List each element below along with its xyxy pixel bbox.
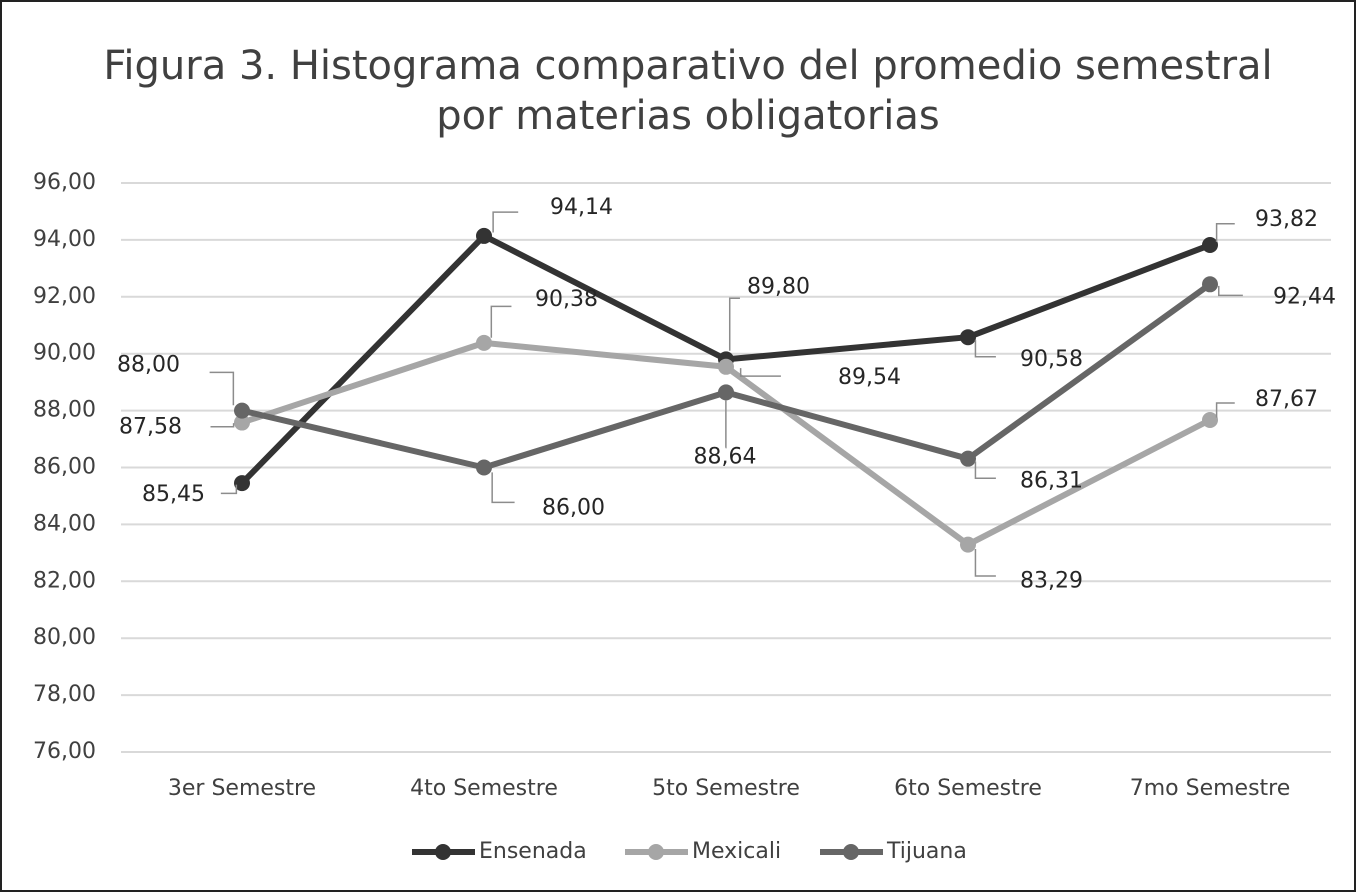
leader-line <box>728 297 740 351</box>
chart-title: Figura 3. Histograma comparativo del pro… <box>103 43 1272 89</box>
point-marker <box>718 384 734 401</box>
x-tick-label: 5to Semestre <box>652 776 800 801</box>
y-tick-label: 80,00 <box>33 625 96 650</box>
leader-line <box>739 368 781 377</box>
point-marker <box>718 358 734 375</box>
legend-label: Mexicali <box>692 839 781 864</box>
chart-title: por materias obligatorias <box>436 93 939 139</box>
data-label: 88,64 <box>694 444 757 469</box>
point-marker <box>476 459 492 476</box>
data-label: 93,82 <box>1255 207 1318 232</box>
x-tick-label: 7mo Semestre <box>1130 776 1291 801</box>
legend-marker <box>435 844 451 860</box>
data-label: 85,45 <box>142 482 205 507</box>
leader-line <box>1215 223 1235 243</box>
y-tick-label: 88,00 <box>33 398 96 423</box>
y-tick-label: 84,00 <box>33 511 96 536</box>
y-tick-label: 96,00 <box>33 170 96 195</box>
y-tick-label: 86,00 <box>33 455 96 480</box>
legend-label: Tijuana <box>886 839 967 864</box>
data-label: 86,00 <box>542 496 605 521</box>
point-marker <box>1202 411 1218 428</box>
point-marker <box>476 227 492 244</box>
point-marker <box>476 334 492 351</box>
point-marker <box>234 475 250 492</box>
leader-line <box>974 339 996 358</box>
data-label: 87,67 <box>1255 387 1318 412</box>
data-label: 83,29 <box>1020 569 1083 594</box>
y-tick-label: 94,00 <box>33 227 96 252</box>
data-label: 89,54 <box>838 365 901 390</box>
y-tick-label: 76,00 <box>33 739 96 764</box>
legend-marker <box>843 844 859 860</box>
leader-line <box>220 484 238 495</box>
point-marker <box>1202 237 1218 254</box>
leader-line <box>490 305 512 338</box>
data-label: 92,44 <box>1273 284 1336 309</box>
data-label: 86,31 <box>1020 469 1083 494</box>
point-marker <box>960 536 976 553</box>
point-marker <box>1202 276 1218 293</box>
leader-line <box>209 371 235 406</box>
data-label: 89,80 <box>747 274 810 299</box>
y-tick-label: 82,00 <box>33 568 96 593</box>
legend-marker <box>648 844 664 860</box>
data-label: 90,58 <box>1020 347 1083 372</box>
leader-line <box>491 472 515 504</box>
leader-line <box>1215 402 1235 418</box>
x-tick-label: 3er Semestre <box>168 776 316 801</box>
data-label: 87,58 <box>119 415 182 440</box>
legend-label: Ensenada <box>479 839 587 864</box>
point-marker <box>960 450 976 467</box>
data-label: 90,38 <box>535 287 598 312</box>
data-label: 94,14 <box>550 195 613 220</box>
y-tick-label: 78,00 <box>33 682 96 707</box>
y-tick-label: 90,00 <box>33 341 96 366</box>
leader-line <box>1218 285 1243 297</box>
x-tick-label: 6to Semestre <box>894 776 1042 801</box>
leader-line <box>210 423 235 428</box>
point-marker <box>960 329 976 346</box>
point-marker <box>234 414 250 431</box>
leader-line <box>974 461 996 479</box>
y-tick-label: 92,00 <box>33 284 96 309</box>
leader-line <box>974 549 996 577</box>
leader-line <box>492 211 519 233</box>
point-marker <box>234 402 250 419</box>
data-label: 88,00 <box>117 353 180 378</box>
x-tick-label: 4to Semestre <box>410 776 558 801</box>
